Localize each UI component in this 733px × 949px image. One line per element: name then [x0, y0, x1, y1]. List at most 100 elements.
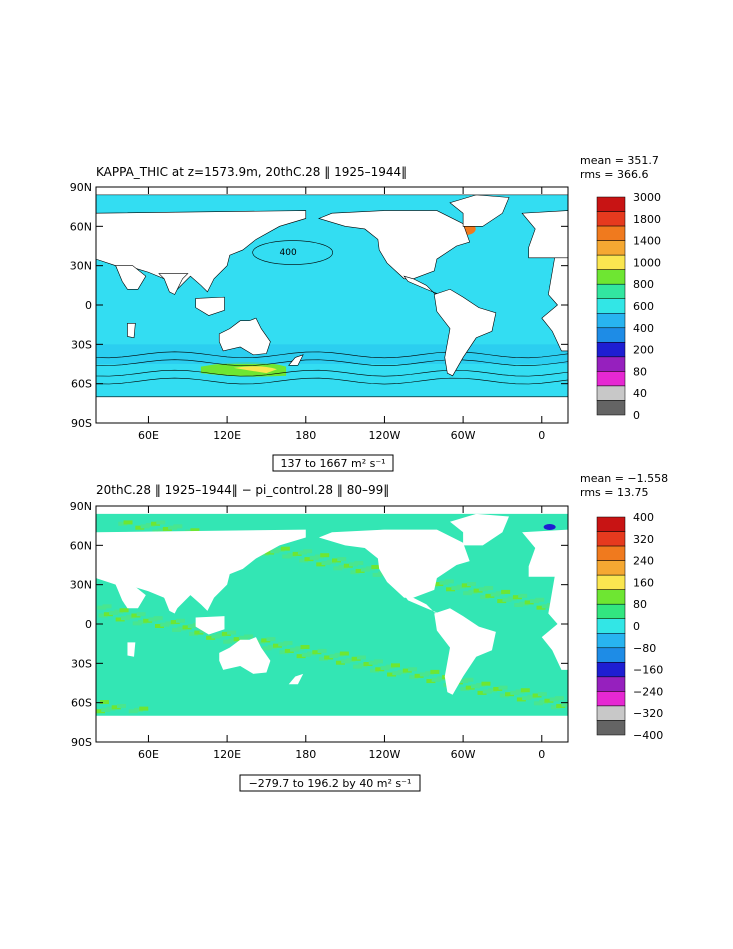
diff-patch: [300, 644, 310, 649]
diff-patch: [182, 625, 192, 630]
diff-patch: [425, 671, 435, 676]
land-mask-2: [522, 529, 568, 577]
diff-patch: [549, 697, 559, 702]
diff-patch: [460, 686, 470, 691]
diff-patch: [512, 595, 522, 600]
land-mask-9: [96, 715, 568, 742]
panel-top-title: KAPPA_THIC at z=1573.9m, 20thC.28 ‖ 1925…: [96, 165, 407, 179]
diff-patch: [493, 686, 503, 691]
diff-patch: [160, 622, 170, 627]
x-tick-label: 180: [295, 748, 316, 761]
diff-patch: [380, 665, 390, 670]
diff-patch: [387, 672, 397, 677]
land-mask-3: [218, 317, 271, 356]
diff-patch: [463, 591, 473, 596]
north-pacific-contour: [252, 240, 333, 265]
diff-patch: [283, 641, 293, 646]
colorbar-label: −320: [633, 707, 663, 720]
diff-patch: [314, 554, 324, 559]
colorbar-swatch: [596, 676, 626, 692]
colorbar-swatch: [596, 662, 626, 678]
diff-patch: [170, 620, 180, 625]
colorbar-swatch: [596, 589, 626, 605]
diff-patch: [502, 597, 512, 602]
y-tick-label: 60N: [70, 539, 92, 552]
diff-patch: [497, 599, 507, 604]
diff-patch: [436, 676, 446, 681]
land-mask-4: [288, 673, 304, 685]
colorbar-label: 0: [633, 620, 640, 633]
colorbar-label: 800: [633, 278, 654, 291]
land-mask-2: [521, 210, 568, 259]
panel-bottom-title: 20thC.28 ‖ 1925–1944‖ − pi_control.28 ‖ …: [96, 483, 389, 497]
diff-patch: [520, 688, 530, 693]
colorbar-label: 1400: [633, 235, 661, 248]
diff-patch: [476, 683, 486, 687]
panel-top-axes: 90N 60N 30N 0 30S 60S 90S 60E 120E 180 120W 60W 0: [70, 181, 569, 442]
diff-patch: [473, 588, 483, 593]
diff-patch: [397, 669, 407, 674]
colorbar-label: −80: [633, 642, 656, 655]
diff-patch: [98, 613, 108, 618]
southern-ocean-blue-band: [96, 344, 568, 364]
diff-patch: [273, 643, 282, 648]
diff-patch: [532, 693, 542, 698]
colorbar-swatch: [596, 298, 626, 314]
diff-patch: [316, 562, 326, 567]
diff-patch: [261, 638, 271, 643]
colorbar-swatch: [596, 385, 626, 401]
diff-patch: [360, 567, 370, 572]
diff-patch: [498, 685, 508, 690]
diff-patch: [162, 526, 172, 531]
diff-patch: [349, 562, 359, 567]
land-mask-4: [288, 354, 304, 366]
diff-patch: [338, 565, 348, 569]
colorbar-swatch: [596, 691, 626, 707]
contour-line: [96, 359, 568, 366]
diff-patch: [99, 700, 109, 705]
diff-patch: [527, 694, 537, 699]
colorbar-label: 0: [633, 409, 640, 422]
land-mask-13: [195, 616, 225, 635]
y-tick-label: 30N: [70, 260, 92, 273]
land-mask-7: [433, 288, 497, 377]
contour-line: [96, 351, 568, 359]
diff-patch: [510, 690, 520, 695]
diff-patch: [307, 651, 317, 656]
diff-patch: [267, 644, 277, 649]
x-tick-label: 120W: [369, 429, 401, 442]
diff-patch: [155, 624, 164, 628]
diff-patch: [223, 639, 233, 644]
diff-patch: [391, 663, 400, 668]
land-mask-10: [96, 187, 568, 196]
diff-patch: [373, 659, 383, 664]
x-tick-label: 180: [295, 429, 316, 442]
colorbar-label: 400: [633, 511, 654, 524]
panel-bottom-map: [96, 506, 568, 742]
diff-patch: [529, 599, 539, 604]
diff-patch: [419, 672, 429, 677]
diff-patch: [119, 608, 129, 613]
diff-patch: [290, 647, 300, 652]
land-mask-0: [541, 575, 568, 670]
diff-patch: [332, 558, 341, 563]
colorbar-swatch: [596, 371, 626, 387]
y-tick-label: 30S: [71, 338, 92, 351]
colorbar-label: 1000: [633, 256, 661, 269]
diff-patch: [136, 612, 146, 617]
greenland-sea-anomaly: [543, 523, 556, 530]
diff-patch: [541, 604, 551, 609]
diff-patch: [514, 603, 524, 608]
diff-patch: [464, 677, 474, 682]
colorbar-swatch: [596, 211, 626, 227]
land-mask-6: [404, 595, 440, 614]
colorbar-swatch: [596, 633, 626, 649]
diff-patch: [165, 621, 175, 626]
diff-patch: [368, 660, 378, 665]
diff-patch: [228, 638, 238, 643]
diff-patch: [516, 697, 526, 702]
diff-patch: [103, 612, 113, 617]
diff-patch: [282, 554, 292, 559]
land-mask-12: [158, 592, 188, 614]
